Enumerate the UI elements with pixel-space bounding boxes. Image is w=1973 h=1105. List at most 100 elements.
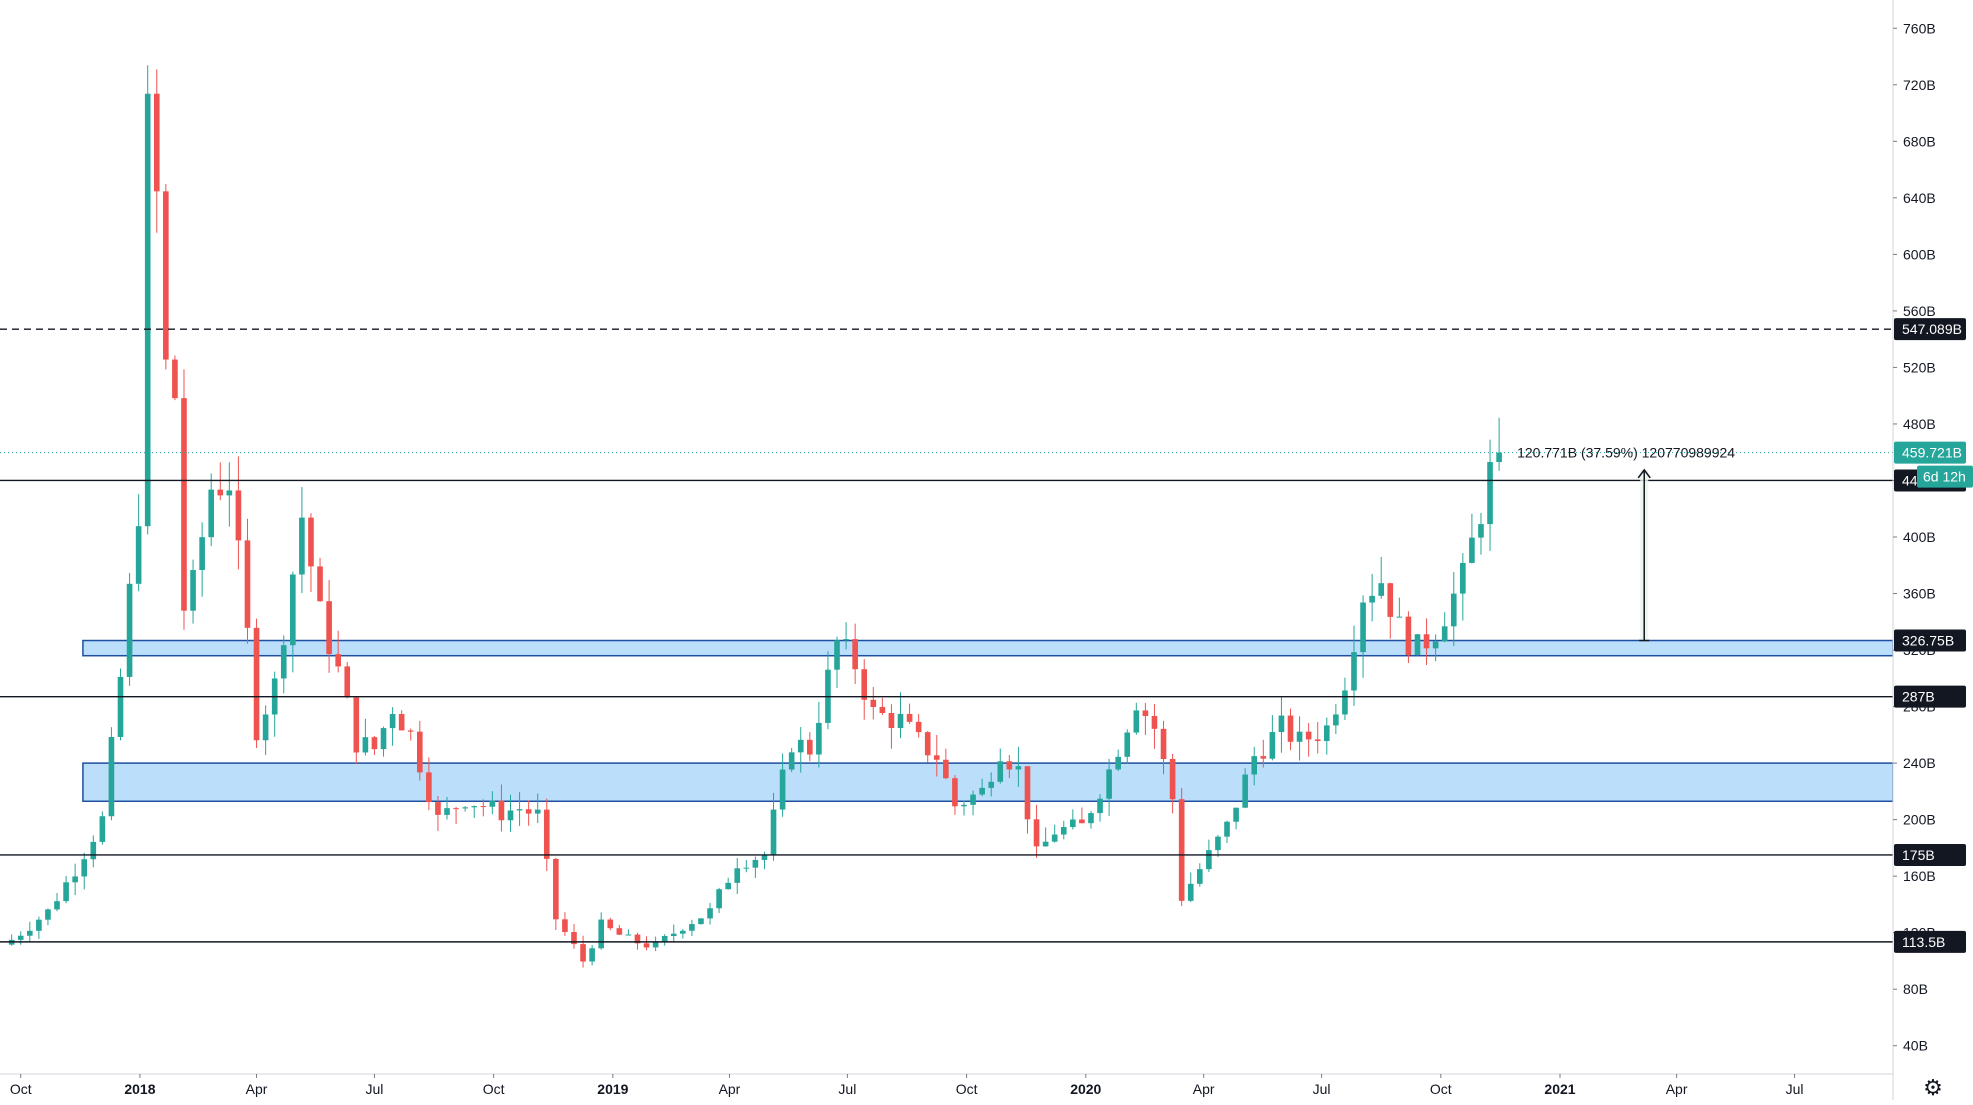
candle-66: [607, 917, 614, 931]
candle-117: [1070, 809, 1076, 830]
candle-155: [1414, 633, 1421, 656]
x-tick-label-8: Oct: [956, 1081, 978, 1097]
candle-body-96: [879, 707, 886, 714]
candle-body-49: [453, 808, 459, 810]
candle-41: [380, 726, 387, 757]
candle-145: [1323, 717, 1330, 755]
candle-body-46: [426, 772, 432, 803]
support-zone-2[interactable]: [82, 762, 1894, 803]
candle-body-119: [1088, 813, 1094, 824]
candle-body-20: [190, 570, 196, 611]
candle-body-40: [371, 737, 378, 750]
candle-139: [1269, 715, 1276, 761]
candle-69: [634, 932, 641, 950]
candle-78: [716, 887, 722, 913]
y-tick-label-18: 760B: [1903, 20, 1936, 36]
candle-62: [571, 924, 577, 949]
candle-body-155: [1414, 634, 1421, 656]
candle-84: [770, 792, 777, 861]
candle-1: [17, 931, 24, 945]
candle-body-102: [933, 755, 940, 760]
candle-body-7: [72, 876, 78, 883]
candle-body-149: [1360, 602, 1366, 653]
candle-body-92: [843, 639, 849, 641]
candle-12: [117, 668, 124, 741]
candle-body-162: [1478, 524, 1484, 538]
candle-99: [906, 703, 913, 724]
candle-35: [326, 579, 332, 673]
candle-39: [362, 718, 369, 756]
candle-body-53: [489, 800, 496, 807]
candle-73: [670, 924, 677, 942]
candle-124: [1133, 702, 1140, 735]
candle-61: [562, 912, 568, 937]
candle-34: [317, 557, 323, 602]
y-tick-label-15: 640B: [1903, 190, 1936, 206]
candle-body-117: [1070, 819, 1076, 828]
candle-body-47: [435, 802, 441, 815]
candle-body-2: [26, 930, 33, 936]
candle-53: [489, 791, 496, 815]
candle-32: [299, 486, 305, 594]
candle-body-143: [1305, 731, 1312, 740]
x-tick-label-10: Apr: [1193, 1081, 1215, 1097]
y-tick-label-8: 360B: [1903, 586, 1936, 602]
candle-82: [752, 856, 759, 878]
candle-body-140: [1278, 715, 1285, 733]
candle-body-120: [1097, 798, 1103, 814]
candle-122: [1115, 749, 1121, 772]
candle-89: [816, 701, 822, 768]
candle-7: [72, 863, 78, 896]
candle-body-43: [398, 714, 405, 731]
gear-icon[interactable]: ⚙: [1923, 1076, 1943, 1101]
candle-body-81: [743, 867, 750, 869]
candle-body-28: [262, 714, 269, 741]
candle-47: [435, 795, 441, 831]
candle-158: [1441, 612, 1448, 643]
candle-56: [516, 792, 523, 826]
candle-body-5: [54, 901, 60, 910]
candle-body-94: [861, 669, 868, 700]
candle-body-74: [680, 930, 686, 934]
y-tick-label-0: 40B: [1903, 1038, 1928, 1054]
candle-body-133: [1215, 836, 1221, 851]
candle-body-1: [17, 935, 24, 940]
level-badge-5: 113.5B: [1902, 934, 1945, 950]
y-tick-label-13: 560B: [1903, 303, 1936, 319]
candle-88: [806, 732, 813, 762]
candle-body-100: [915, 721, 922, 733]
candle-body-61: [562, 919, 568, 933]
candle-body-69: [634, 934, 641, 944]
candle-98: [897, 692, 904, 739]
candle-body-16: [153, 93, 160, 192]
candle-body-109: [997, 761, 1004, 782]
candle-128: [1169, 753, 1176, 814]
candle-body-153: [1396, 616, 1403, 618]
candle-3: [36, 916, 42, 939]
support-zone-1[interactable]: [82, 639, 1894, 657]
candle-133: [1215, 835, 1221, 857]
candle-22: [208, 473, 215, 547]
countdown-badge: 6d 12h: [1923, 469, 1966, 485]
candle-5: [54, 893, 60, 912]
time-axis-background: [0, 1074, 1893, 1100]
candle-138: [1260, 739, 1267, 768]
candle-29: [271, 671, 278, 737]
candle-95: [870, 687, 877, 720]
candle-54: [498, 784, 505, 832]
candle-148: [1351, 625, 1357, 706]
candle-64: [589, 944, 595, 966]
candle-body-105: [961, 804, 967, 807]
candle-body-31: [290, 574, 296, 646]
candle-body-103: [943, 759, 949, 779]
candle-45: [416, 721, 423, 781]
candle-body-98: [897, 713, 904, 728]
candle-16: [153, 69, 160, 233]
candle-102: [933, 734, 940, 777]
candle-body-15: [144, 93, 151, 527]
candle-body-42: [389, 714, 396, 729]
candle-body-125: [1142, 710, 1149, 717]
candle-137: [1251, 746, 1258, 786]
